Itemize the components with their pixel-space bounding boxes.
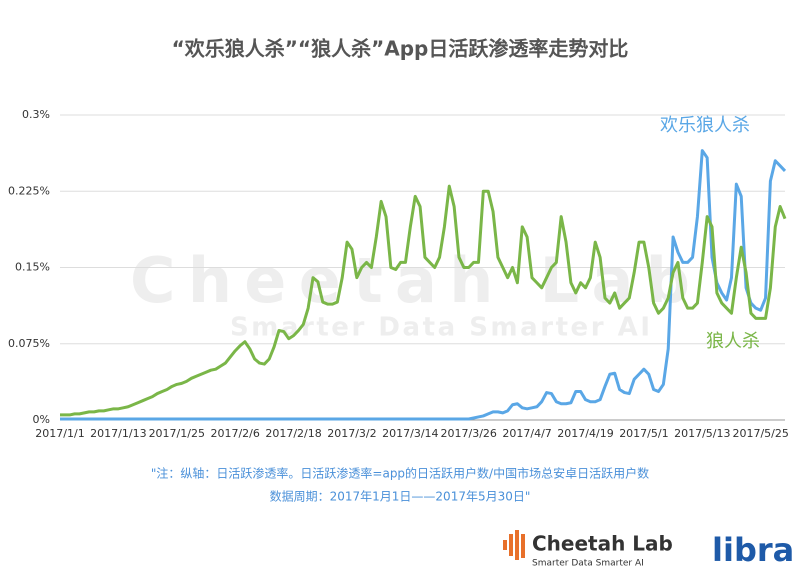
series-label: 狼人杀 xyxy=(706,331,760,352)
chart-title: “欢乐狼人杀”“狼人杀”App日活跃渗透率走势对比 xyxy=(172,37,629,61)
x-tick-label: 2017/5/25 xyxy=(732,427,788,440)
series-label: 欢乐狼人杀 xyxy=(660,115,750,136)
brand-name: Cheetah Lab xyxy=(532,532,673,556)
x-tick-label: 2017/4/7 xyxy=(502,427,551,440)
x-tick-label: 2017/2/18 xyxy=(265,427,321,440)
logo-bar xyxy=(515,530,519,560)
watermark: Cheetah Lab xyxy=(130,244,690,317)
x-tick-label: 2017/3/14 xyxy=(382,427,438,440)
x-tick-label: 2017/5/13 xyxy=(674,427,730,440)
y-tick-label: 0.15% xyxy=(15,261,50,274)
x-tick-label: 2017/5/1 xyxy=(619,427,668,440)
y-tick-label: 0% xyxy=(33,413,50,426)
x-tick-label: 2017/4/19 xyxy=(557,427,613,440)
x-tick-label: 2017/3/2 xyxy=(327,427,376,440)
brand-logo: Cheetah Lab Smarter Data Smarter AI xyxy=(503,530,673,569)
y-tick-label: 0.075% xyxy=(8,337,50,350)
y-tick-label: 0.3% xyxy=(22,108,50,121)
logo-bar xyxy=(521,534,525,558)
x-tick-label: 2017/3/26 xyxy=(441,427,497,440)
partner-logo: libra xyxy=(712,531,794,569)
y-tick-label: 0.225% xyxy=(8,184,50,197)
series-line xyxy=(60,184,787,417)
series-line xyxy=(60,149,787,421)
brand-slogan: Smarter Data Smarter AI xyxy=(532,559,644,569)
x-tick-label: 2017/1/1 xyxy=(35,427,84,440)
note: 数据周期：2017年1月1日——2017年5月30日" xyxy=(270,489,531,504)
x-tick-label: 2017/1/13 xyxy=(90,427,146,440)
watermark-slogan: Smarter Data Smarter AI xyxy=(230,313,650,343)
note: "注：纵轴：日活跃渗透率。日活跃渗透率=app的日活跃用户数/中国市场总安卓日活… xyxy=(151,466,649,481)
logo-bar xyxy=(509,534,513,556)
x-tick-label: 2017/1/25 xyxy=(149,427,205,440)
x-tick-label: 2017/2/6 xyxy=(210,427,259,440)
logo-bar xyxy=(503,540,507,550)
